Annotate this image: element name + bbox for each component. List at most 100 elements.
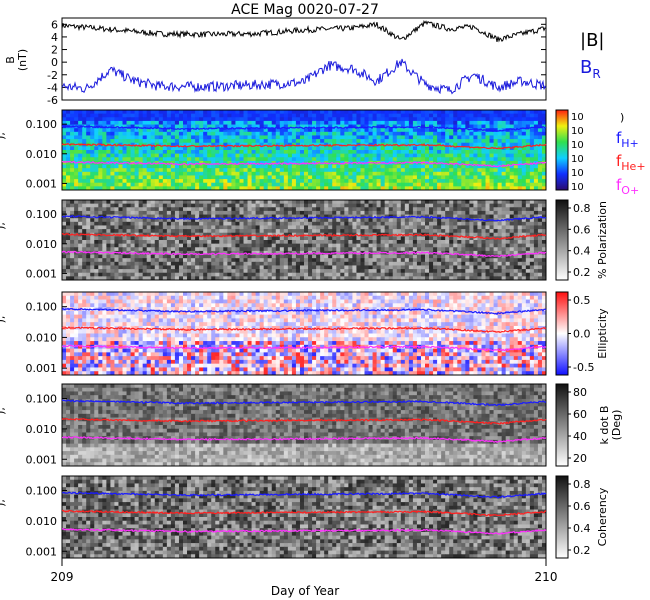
heatmap-cell <box>433 110 438 115</box>
heatmap-cell <box>295 225 301 230</box>
heatmap-cell <box>469 128 474 133</box>
heatmap-cell <box>231 225 236 230</box>
heatmap-cell <box>529 203 535 208</box>
heatmap-cell <box>312 254 317 259</box>
heatmap-cell <box>223 200 228 205</box>
heatmap-cell <box>130 243 135 248</box>
heatmap-cell <box>62 225 67 230</box>
heatmap-cell <box>199 171 204 176</box>
heatmap-cell <box>291 236 297 241</box>
heatmap-cell <box>437 214 442 219</box>
heatmap-cell <box>316 171 321 176</box>
heatmap-cell <box>98 139 103 144</box>
heatmap-cell <box>90 120 95 125</box>
heatmap-cell <box>275 182 281 187</box>
heatmap-cell <box>477 200 482 205</box>
heatmap-cell <box>174 113 180 118</box>
heatmap-cell <box>449 139 454 144</box>
heatmap-cell <box>267 168 273 173</box>
heatmap-cell <box>465 250 470 255</box>
heatmap-cell <box>521 254 527 259</box>
heatmap-cell <box>328 135 333 140</box>
heatmap-cell <box>191 139 196 144</box>
heatmap-cell <box>211 171 216 176</box>
heatmap-cell <box>513 265 519 270</box>
heatmap-cell <box>489 210 494 215</box>
heatmap-cell <box>453 254 458 259</box>
heatmap-cell <box>376 261 382 266</box>
heatmap-cell <box>263 207 269 212</box>
heatmap-cell <box>465 229 470 234</box>
heatmap-cell <box>267 179 273 184</box>
heatmap-cell <box>203 131 208 136</box>
heatmap-cell <box>102 254 107 259</box>
heatmap-cell <box>118 207 123 212</box>
heatmap-cell <box>243 113 248 118</box>
heatmap-cell <box>235 258 240 263</box>
heatmap-cell <box>299 200 305 205</box>
heatmap-cell <box>146 265 152 270</box>
heatmap-cell <box>481 207 486 212</box>
heatmap-cell <box>78 247 83 252</box>
heatmap-cell <box>441 221 446 226</box>
heatmap-cell <box>106 131 111 136</box>
heatmap-cell <box>332 164 337 169</box>
heatmap-cell <box>183 113 188 118</box>
heatmap-cell <box>90 171 95 176</box>
heatmap-cell <box>429 179 434 184</box>
heatmap-cell <box>541 221 547 226</box>
heatmap-cell <box>98 164 103 169</box>
heatmap-cell <box>158 131 164 136</box>
heatmap-cell <box>477 203 482 208</box>
heatmap-cell <box>433 157 438 162</box>
heatmap-cell <box>138 150 144 155</box>
heatmap-cell <box>376 254 382 259</box>
heatmap-cell <box>433 240 438 245</box>
heatmap-cell <box>138 210 144 215</box>
heatmap-cell <box>509 135 515 140</box>
heatmap-cell <box>267 157 273 162</box>
heatmap-cell <box>90 207 95 212</box>
heatmap-cell <box>332 171 337 176</box>
heatmap-cell <box>461 210 466 215</box>
heatmap-cell <box>247 157 252 162</box>
heatmap-cell <box>368 221 373 226</box>
heatmap-cell <box>420 157 426 162</box>
heatmap-cell <box>513 150 519 155</box>
heatmap-cell <box>283 168 289 173</box>
heatmap-cell <box>505 210 511 215</box>
heatmap-cell <box>533 265 539 270</box>
heatmap-cell <box>392 175 398 180</box>
heatmap-cell <box>295 182 301 187</box>
heatmap-cell <box>191 120 196 125</box>
heatmap-cell <box>110 200 115 205</box>
heatmap-cell <box>267 171 273 176</box>
heatmap-cell <box>449 120 454 125</box>
heatmap-cell <box>416 135 422 140</box>
heatmap-cell <box>150 182 156 187</box>
heatmap-cell <box>477 150 482 155</box>
heatmap-cell <box>308 225 313 230</box>
heatmap-cell <box>408 182 414 187</box>
heatmap-cell <box>457 157 462 162</box>
heatmap-cell <box>344 135 349 140</box>
heatmap-cell <box>211 214 216 219</box>
heatmap-cell <box>126 139 131 144</box>
heatmap-cell <box>457 261 462 266</box>
heatmap-cell <box>138 113 144 118</box>
heatmap-cell <box>94 157 99 162</box>
legend-radial-field: BR <box>580 57 601 81</box>
heatmap-cell <box>227 150 232 155</box>
heatmap-cell <box>183 229 188 234</box>
heatmap-cell <box>199 182 204 187</box>
heatmap-cell <box>513 254 519 259</box>
heatmap-cell <box>283 164 289 169</box>
heatmap-cell <box>195 186 200 191</box>
heatmap-cell <box>247 218 252 223</box>
heatmap-cell <box>437 258 442 263</box>
heatmap-cell <box>453 168 458 173</box>
heatmap-cell <box>211 186 216 191</box>
heatmap-cell <box>267 146 273 151</box>
heatmap-cell <box>457 164 462 169</box>
heatmap-cell <box>529 218 535 223</box>
